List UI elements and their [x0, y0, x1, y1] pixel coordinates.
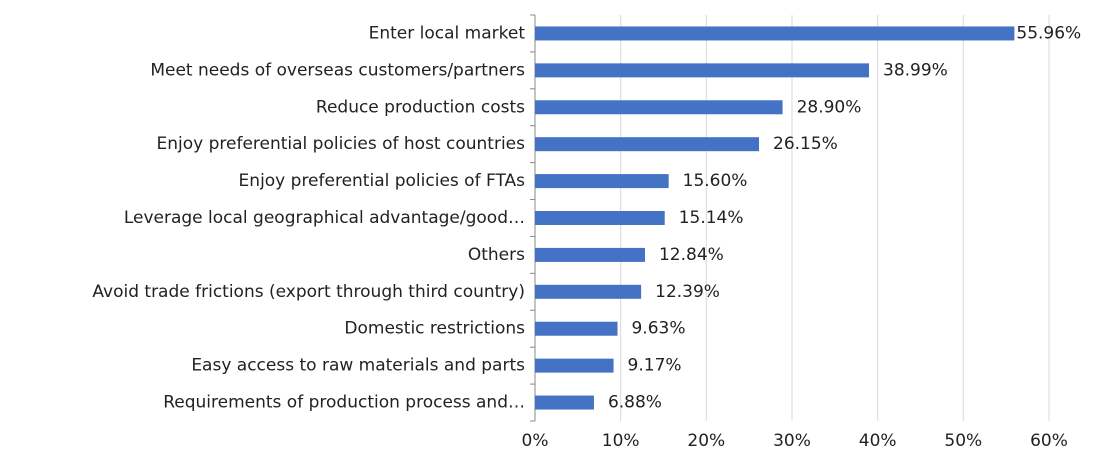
bar [535, 247, 645, 262]
bar [535, 63, 870, 78]
data-label: 55.96% [1016, 23, 1081, 43]
y-tick-label: Domestic restrictions [344, 319, 525, 339]
y-tick-label: Easy access to raw materials and parts [191, 356, 525, 376]
bar [535, 26, 1015, 41]
data-label: 28.90% [797, 97, 862, 117]
y-tick-label: Enjoy preferential policies of FTAs [239, 171, 526, 191]
x-tick-label: 40% [859, 431, 897, 450]
y-tick-label: Enter local market [369, 23, 526, 43]
x-tick-label: 30% [773, 431, 811, 450]
x-tick-label: 60% [1030, 431, 1068, 450]
bar [535, 174, 669, 189]
data-label: 6.88% [608, 393, 662, 413]
bar [535, 211, 665, 225]
y-tick-label: Avoid trade frictions (export through th… [92, 282, 525, 302]
x-tick-label: 0% [522, 431, 549, 450]
y-tick-label: Enjoy preferential policies of host coun… [156, 134, 525, 154]
y-tick-label: Reduce production costs [316, 97, 525, 117]
data-label: 12.39% [655, 282, 720, 302]
x-tick-label: 20% [687, 431, 725, 450]
data-label: 12.84% [659, 245, 724, 265]
data-label: 38.99% [883, 60, 948, 80]
bar [535, 358, 614, 373]
bar [535, 284, 642, 299]
x-tick-label: 10% [602, 431, 640, 450]
data-label: 15.60% [683, 171, 748, 191]
y-tick-label: Leverage local geographical advantage/go… [124, 208, 525, 228]
data-label: 9.17% [628, 356, 682, 376]
data-label: 26.15% [773, 134, 838, 154]
data-label: 15.14% [679, 208, 744, 228]
bar [535, 395, 594, 410]
bar [535, 137, 760, 152]
bar [535, 100, 783, 115]
y-tick-label: Meet needs of overseas customers/partner… [150, 60, 525, 80]
x-tick-label: 50% [944, 431, 982, 450]
data-label: 9.63% [631, 319, 685, 339]
y-tick-label: Requirements of production process and… [163, 393, 525, 413]
bar [535, 321, 618, 336]
y-tick-label: Others [468, 245, 525, 265]
